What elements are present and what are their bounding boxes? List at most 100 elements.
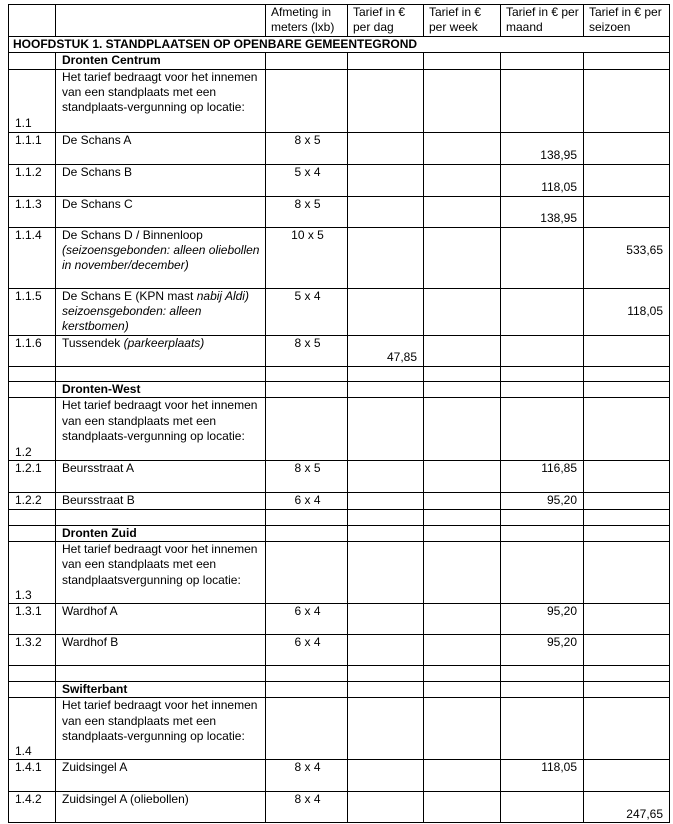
description-cell: Zuidsingel A (oliebollen) bbox=[55, 791, 266, 824]
rate-season-cell bbox=[583, 603, 670, 636]
rate-day-cell bbox=[347, 226, 424, 289]
rate-season-cell: 247,65 bbox=[583, 791, 670, 824]
rate-week-cell bbox=[423, 131, 501, 165]
table-row: 1.1.2 De Schans B 5 x 4 118,05 bbox=[8, 163, 670, 197]
description-text: (seizoensgebonden: alleen oliebollen in … bbox=[62, 243, 260, 273]
rate-month-cell bbox=[500, 226, 584, 289]
size-cell: 8 x 4 bbox=[265, 791, 348, 824]
code-cell: 1.4.2 bbox=[8, 791, 56, 824]
header-row: Afmeting in meters (lxb) Tarief in € per… bbox=[8, 4, 670, 37]
empty-cell bbox=[265, 365, 348, 382]
empty-cell bbox=[583, 524, 670, 543]
empty-cell bbox=[8, 508, 56, 526]
table-row: 1.2.2 Beursstraat B 6 x 4 95,20 bbox=[8, 492, 670, 510]
description-cell: Het tarief bedraagt voor het innemen van… bbox=[55, 68, 266, 133]
description-text: Het tarief bedraagt voor het innemen van… bbox=[62, 69, 258, 115]
description-text: Tussendek bbox=[62, 335, 124, 350]
empty-cell bbox=[500, 697, 584, 761]
empty-cell bbox=[423, 52, 501, 70]
header-cell-per-season: Tarief in € per seizoen bbox=[583, 4, 670, 37]
table-row: 1.1.1 De Schans A 8 x 5 138,95 bbox=[8, 131, 670, 165]
header-cell-code bbox=[8, 4, 56, 37]
empty-cell bbox=[347, 508, 424, 526]
rate-season-cell bbox=[583, 334, 670, 367]
empty-cell bbox=[423, 365, 501, 382]
description-text: De Schans A bbox=[62, 132, 132, 147]
empty-cell bbox=[347, 68, 424, 133]
rate-month-cell: 116,85 bbox=[500, 460, 584, 494]
empty-cell bbox=[500, 380, 584, 399]
rate-day-cell bbox=[347, 492, 424, 510]
empty-cell bbox=[423, 380, 501, 399]
rate-day-cell bbox=[347, 603, 424, 636]
rate-day-cell bbox=[347, 791, 424, 824]
empty-cell bbox=[583, 68, 670, 133]
empty-cell bbox=[8, 365, 56, 382]
rate-month-cell bbox=[500, 334, 584, 367]
description-text: De Schans C bbox=[62, 196, 133, 211]
description-text: (parkeerplaats) bbox=[123, 335, 205, 350]
code-cell bbox=[8, 524, 56, 543]
table-row: 1.3.1 Wardhof A 6 x 4 95,20 bbox=[8, 603, 670, 636]
empty-cell bbox=[583, 541, 670, 605]
rate-week-cell bbox=[423, 791, 501, 824]
section-row: Swifterbant bbox=[8, 681, 670, 699]
code-cell bbox=[8, 380, 56, 399]
size-cell: 8 x 5 bbox=[265, 334, 348, 367]
empty-cell bbox=[347, 365, 424, 382]
code-cell bbox=[8, 681, 56, 699]
empty-cell bbox=[423, 524, 501, 543]
empty-cell bbox=[347, 665, 424, 683]
code-cell: 1.1 bbox=[8, 68, 56, 133]
empty-cell bbox=[347, 524, 424, 543]
rate-day-cell bbox=[347, 759, 424, 793]
intro-row: 1.1 Het tarief bedraagt voor het innemen … bbox=[8, 68, 670, 133]
empty-cell bbox=[265, 681, 348, 699]
description-cell: De Schans E (KPN mast nabij Aldi) seizoe… bbox=[55, 287, 266, 336]
description-text: Beursstraat A bbox=[62, 461, 135, 476]
empty-cell bbox=[423, 697, 501, 761]
size-cell: 6 x 4 bbox=[265, 603, 348, 636]
description-cell: Tussendek (parkeerplaats) bbox=[55, 334, 266, 367]
empty-cell bbox=[265, 541, 348, 605]
empty-cell bbox=[423, 665, 501, 683]
rate-week-cell bbox=[423, 460, 501, 494]
empty-cell bbox=[500, 52, 584, 70]
empty-cell bbox=[500, 508, 584, 526]
code-cell bbox=[8, 52, 56, 70]
empty-cell bbox=[423, 541, 501, 605]
rate-season-cell bbox=[583, 634, 670, 667]
rate-day-cell bbox=[347, 634, 424, 667]
empty-cell bbox=[8, 665, 56, 683]
code-cell: 1.2 bbox=[8, 397, 56, 462]
empty-cell bbox=[347, 697, 424, 761]
empty-cell bbox=[500, 524, 584, 543]
description-cell: De Schans A bbox=[55, 131, 266, 165]
empty-cell bbox=[423, 397, 501, 462]
rate-month-cell: 118,05 bbox=[500, 163, 584, 197]
rate-week-cell bbox=[423, 226, 501, 289]
rate-season-cell bbox=[583, 492, 670, 510]
empty-cell bbox=[265, 397, 348, 462]
rate-season-cell: 118,05 bbox=[583, 287, 670, 336]
empty-cell bbox=[265, 665, 348, 683]
section-title: Dronten Zuid bbox=[55, 524, 266, 543]
empty-cell bbox=[500, 541, 584, 605]
intro-row: 1.2 Het tarief bedraagt voor het innemen … bbox=[8, 397, 670, 462]
rate-month-cell: 95,20 bbox=[500, 634, 584, 667]
header-cell-per-week: Tarief in € per week bbox=[423, 4, 501, 37]
description-text: Wardhof B bbox=[62, 635, 119, 650]
rate-week-cell bbox=[423, 759, 501, 793]
empty-cell bbox=[583, 380, 670, 399]
table-row: 1.2.1 Beursstraat A 8 x 5 116,85 bbox=[8, 460, 670, 494]
rate-week-cell bbox=[423, 163, 501, 197]
description-text: Het tarief bedraagt voor het innemen van… bbox=[62, 698, 258, 744]
rate-month-cell bbox=[500, 791, 584, 824]
size-cell: 8 x 5 bbox=[265, 131, 348, 165]
intro-row: 1.3 Het tarief bedraagt voor het innemen … bbox=[8, 541, 670, 605]
empty-cell bbox=[265, 380, 348, 399]
rate-month-cell: 95,20 bbox=[500, 603, 584, 636]
code-cell: 1.1.3 bbox=[8, 195, 56, 228]
table-row: 1.4.1 Zuidsingel A 8 x 4 118,05 bbox=[8, 759, 670, 793]
rate-month-cell: 95,20 bbox=[500, 492, 584, 510]
